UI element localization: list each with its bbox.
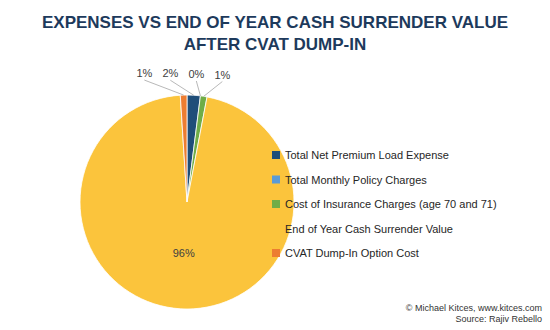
data-label: 0%	[188, 68, 204, 80]
data-label: 96%	[173, 247, 195, 259]
leader-line	[204, 82, 223, 97]
legend-swatch	[272, 200, 280, 208]
background	[0, 0, 550, 330]
leader-line	[170, 80, 193, 95]
data-label: 2%	[162, 67, 178, 79]
data-label: 1%	[214, 69, 230, 81]
legend-swatch	[272, 176, 280, 184]
slices	[80, 95, 294, 309]
legend-label: Cost of Insurance Charges (age 70 and 71…	[285, 198, 497, 210]
chart: EXPENSES VS END OF YEAR CASH SURRENDER V…	[0, 0, 550, 330]
leader-line	[196, 81, 200, 96]
legend-label: CVAT Dump-In Option Cost	[285, 247, 419, 259]
legend: Total Net Premium Load Expense Total Mont…	[272, 149, 497, 259]
legend-label: End of Year Cash Surrender Value	[285, 223, 453, 235]
legend-swatch	[272, 249, 280, 257]
pie-slice	[180, 95, 187, 202]
legend-swatch	[272, 225, 280, 233]
leader-line	[144, 80, 183, 95]
legend-swatch	[272, 151, 280, 159]
data-label: 1%	[136, 67, 152, 79]
legend-label: Total Monthly Policy Charges	[285, 174, 427, 186]
legend-label: Total Net Premium Load Expense	[285, 149, 449, 161]
title: EXPENSES VS END OF YEAR CASH SURRENDER V…	[42, 13, 508, 32]
annotation: Source: Rajiv Rebello	[455, 314, 542, 324]
title: AFTER CVAT DUMP-IN	[184, 35, 367, 54]
annotation: © Michael Kitces, www.kitces.com	[406, 303, 542, 313]
pie-slice	[80, 95, 294, 309]
